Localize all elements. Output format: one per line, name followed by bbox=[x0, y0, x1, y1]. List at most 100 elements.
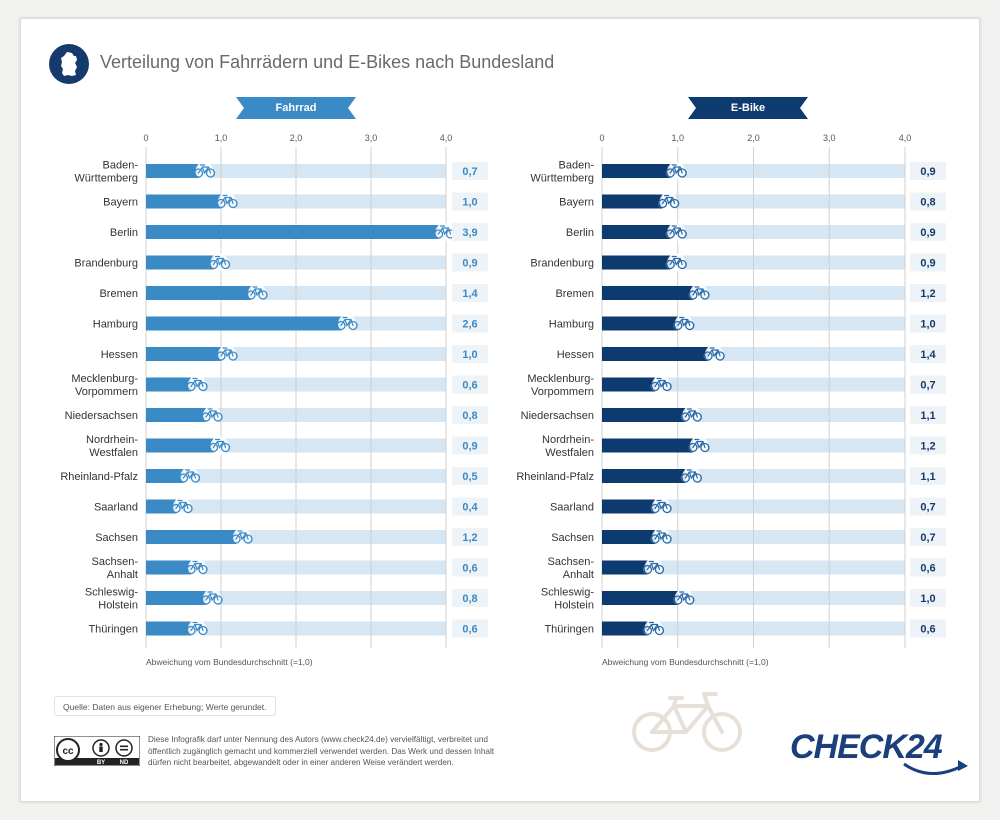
category-label: Holstein bbox=[554, 600, 594, 612]
cc-badge-cc-text: cc bbox=[62, 746, 74, 757]
value-box bbox=[452, 162, 488, 180]
bicycle-icon bbox=[208, 438, 231, 453]
data-label: 1,0 bbox=[462, 349, 477, 361]
data-label: 1,4 bbox=[920, 349, 936, 361]
bicycle-icon bbox=[186, 377, 208, 392]
data-label: 0,8 bbox=[462, 410, 477, 422]
bicycle-icon-badge bbox=[644, 619, 663, 638]
category-label: Bayern bbox=[103, 197, 138, 209]
bar bbox=[146, 591, 206, 605]
x-tick-label: 0 bbox=[599, 133, 604, 143]
value-box bbox=[452, 589, 488, 607]
bar bbox=[146, 316, 341, 331]
germany-map-icon bbox=[49, 44, 89, 84]
bicycle-icon-badge bbox=[667, 223, 686, 241]
bicycle-icon-badge bbox=[652, 497, 671, 516]
bicycle-icon bbox=[201, 408, 223, 422]
data-label: 1,0 bbox=[462, 197, 477, 209]
category-label: Nordrhein- bbox=[86, 434, 138, 446]
category-label: Sachsen bbox=[551, 532, 594, 544]
bar bbox=[602, 225, 671, 239]
bicycle-icon-badge bbox=[188, 558, 206, 577]
bar bbox=[602, 591, 678, 605]
bicycle-icon-badge bbox=[644, 558, 663, 577]
bicycle-icon-badge bbox=[705, 345, 724, 363]
category-label: Bremen bbox=[555, 288, 594, 300]
bicycle-icon bbox=[650, 530, 672, 544]
bicycle-icon bbox=[673, 316, 695, 331]
data-label: 0,9 bbox=[920, 166, 935, 178]
bicycle-icon-badge bbox=[659, 192, 678, 211]
data-label: 0,9 bbox=[462, 441, 477, 453]
bicycle-icon-badge bbox=[203, 406, 221, 424]
bicycle-icon bbox=[201, 591, 223, 605]
bicycle-icon-badge bbox=[667, 162, 686, 180]
x-tick-label: 4,0 bbox=[899, 133, 912, 143]
ebike-ribbon: E-Bike bbox=[688, 97, 808, 119]
category-label: Thüringen bbox=[544, 624, 594, 636]
bicycle-icon bbox=[642, 621, 665, 636]
category-label: Hessen bbox=[557, 349, 594, 361]
x-tick-label: 4,0 bbox=[440, 133, 453, 143]
bicycle-icon bbox=[186, 560, 208, 575]
bicycle-icon-badge bbox=[674, 314, 693, 333]
x-tick-label: 2,0 bbox=[290, 133, 303, 143]
x-tick-label: 0 bbox=[143, 133, 148, 143]
data-label: 1,2 bbox=[462, 532, 477, 544]
category-label: Baden- bbox=[103, 160, 139, 172]
data-label: 0,8 bbox=[462, 593, 477, 605]
bicycle-icon bbox=[171, 499, 193, 514]
value-box bbox=[910, 558, 946, 577]
category-label: Mecklenburg- bbox=[71, 373, 138, 385]
data-label: 0,7 bbox=[920, 502, 935, 514]
x-tick-label: 3,0 bbox=[365, 133, 378, 143]
value-box bbox=[452, 314, 488, 333]
bicycle-icon-badge bbox=[173, 497, 191, 516]
bar bbox=[602, 377, 656, 392]
bicycle-icon bbox=[688, 438, 710, 453]
bar bbox=[146, 530, 236, 544]
category-label: Schleswig- bbox=[85, 587, 139, 599]
source-note: Quelle: Daten aus eigener Erhebung; Wert… bbox=[54, 696, 276, 716]
bicycle-icon bbox=[186, 621, 208, 636]
fahrrad-x-axis-label: Abweichung vom Bundesdurchschnitt (=1,0) bbox=[146, 657, 313, 667]
value-box bbox=[452, 497, 488, 516]
bicycle-icon bbox=[216, 194, 238, 209]
bar bbox=[602, 286, 693, 300]
category-label: Nordrhein- bbox=[542, 434, 594, 446]
category-label: Anhalt bbox=[107, 569, 138, 581]
bar bbox=[602, 347, 709, 361]
bicycle-icon-badge bbox=[210, 436, 229, 455]
data-label: 0,5 bbox=[462, 471, 477, 483]
cc-badge-nd-text: ND bbox=[120, 760, 129, 766]
category-label: Vorpommern bbox=[531, 386, 594, 398]
category-label: Hessen bbox=[101, 349, 138, 361]
value-box bbox=[452, 192, 488, 211]
data-label: 2,6 bbox=[462, 319, 477, 331]
data-label: 0,9 bbox=[920, 227, 935, 239]
category-label: Brandenburg bbox=[530, 258, 594, 270]
category-label: Thüringen bbox=[88, 624, 138, 636]
data-label: 0,6 bbox=[462, 380, 477, 392]
value-box bbox=[910, 528, 946, 546]
value-box bbox=[452, 436, 488, 455]
category-label: Rheinland-Pfalz bbox=[516, 471, 594, 483]
ebike-x-axis-label: Abweichung vom Bundesdurchschnitt (=1,0) bbox=[602, 657, 769, 667]
data-label: 0,6 bbox=[920, 563, 935, 575]
value-box bbox=[910, 253, 946, 272]
category-label: Hamburg bbox=[549, 319, 594, 331]
category-label: Niedersachsen bbox=[521, 410, 594, 422]
value-box bbox=[452, 558, 488, 577]
data-label: 0,7 bbox=[920, 380, 935, 392]
data-label: 0,8 bbox=[920, 197, 935, 209]
bicycle-icon bbox=[216, 347, 238, 361]
bicycle-icon bbox=[703, 347, 725, 361]
bicycle-icon bbox=[208, 255, 231, 270]
bicycle-icon-badge bbox=[180, 467, 199, 485]
category-label: Sachsen- bbox=[92, 556, 139, 568]
bicycle-icon bbox=[178, 469, 201, 483]
category-label: Berlin bbox=[110, 227, 138, 239]
category-label: Schleswig- bbox=[541, 587, 595, 599]
